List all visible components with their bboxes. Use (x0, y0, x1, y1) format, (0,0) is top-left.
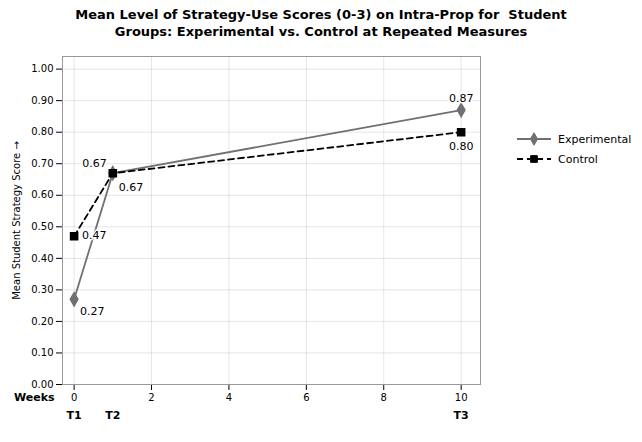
svg-text:0.67: 0.67 (82, 157, 107, 170)
svg-text:0.60: 0.60 (31, 189, 53, 200)
svg-text:4: 4 (226, 392, 232, 403)
svg-text:6: 6 (303, 392, 309, 403)
svg-text:T3: T3 (454, 409, 469, 422)
svg-text:0.87: 0.87 (449, 92, 474, 105)
svg-text:0.40: 0.40 (31, 253, 53, 264)
svg-text:1.00: 1.00 (31, 63, 53, 74)
svg-text:0.00: 0.00 (31, 379, 53, 390)
svg-text:T2: T2 (105, 409, 120, 422)
svg-text:0.67: 0.67 (119, 181, 144, 194)
html-text:Mean Level of Strategy-Use Sco: Mean Level of Strategy-Use Scores (0-3) … (75, 7, 567, 39)
svg-text:Mean Student Strategy Score →: Mean Student Strategy Score → (11, 141, 22, 300)
svg-text:Weeks: Weeks (14, 391, 55, 404)
svg-text:T1: T1 (67, 409, 82, 422)
svg-text:0.80: 0.80 (31, 126, 53, 137)
svg-text:0.20: 0.20 (31, 316, 53, 327)
svg-text:10: 10 (455, 392, 468, 403)
svg-text:0: 0 (71, 392, 77, 403)
html-text:Experimental: Experimental (558, 132, 632, 146)
svg-text:0.90: 0.90 (31, 95, 53, 106)
svg-text:0.10: 0.10 (31, 347, 53, 358)
svg-text:2: 2 (148, 392, 154, 403)
svg-text:0.30: 0.30 (31, 284, 53, 295)
svg-text:0.47: 0.47 (82, 229, 107, 242)
svg-text:0.70: 0.70 (31, 158, 53, 169)
svg-text:0.80: 0.80 (449, 140, 474, 153)
svg-text:0.27: 0.27 (80, 305, 105, 318)
svg-text:8: 8 (381, 392, 387, 403)
svg-text:0.50: 0.50 (31, 221, 53, 232)
html-text:Control: Control (558, 152, 598, 166)
